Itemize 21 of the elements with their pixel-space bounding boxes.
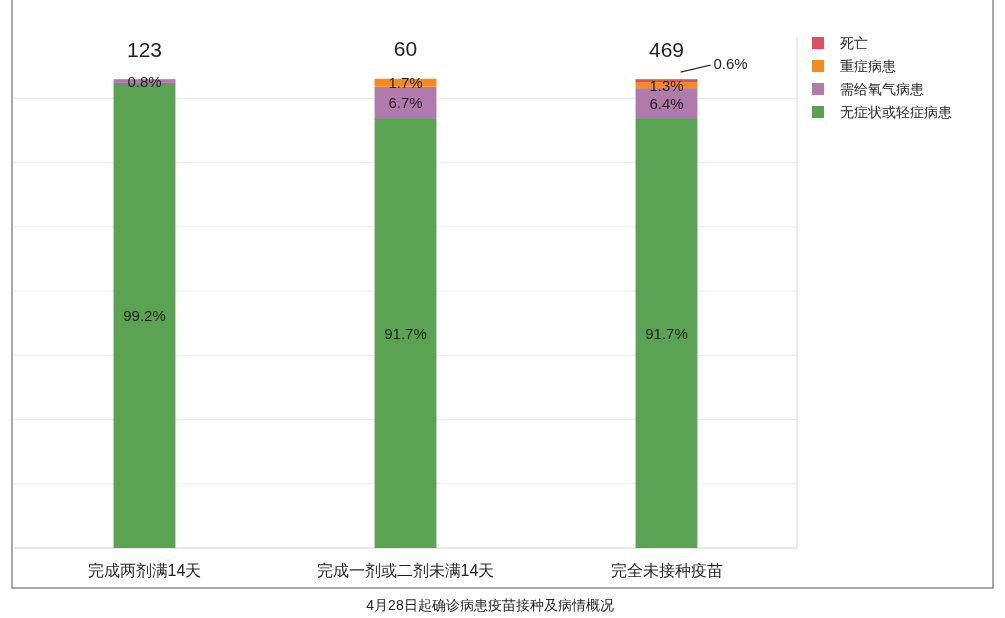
annotation: 60 [393, 37, 418, 61]
legend-label: 重症病患 [840, 58, 896, 74]
legend-label: 无症状或轻症病患 [840, 104, 952, 120]
data-label: 99.2% [123, 306, 166, 324]
bar [635, 118, 698, 548]
x-tick-label: 完成两剂满14天 [87, 561, 202, 579]
data-label: 0.8% [127, 72, 162, 90]
data-label: 6.4% [649, 94, 684, 112]
annotation: 469 [648, 37, 685, 61]
data-label: 6.7% [388, 93, 423, 111]
annotation: 123 [126, 37, 163, 61]
data-label: 1.7% [388, 74, 423, 92]
data-label: 0.6% [713, 54, 748, 72]
text: 4月28日起确诊病患疫苗接种及病情概况 [366, 597, 614, 613]
x-tick-label: 完全未接种疫苗 [610, 561, 723, 579]
legend-label: 需给氧气病患 [840, 81, 924, 97]
data-label: 91.7% [384, 324, 427, 342]
bar [374, 118, 437, 548]
legend-label: 死亡 [840, 35, 868, 51]
data-label: 91.7% [645, 324, 688, 342]
x-tick-label: 完成一剂或二剂未满14天 [316, 561, 495, 579]
